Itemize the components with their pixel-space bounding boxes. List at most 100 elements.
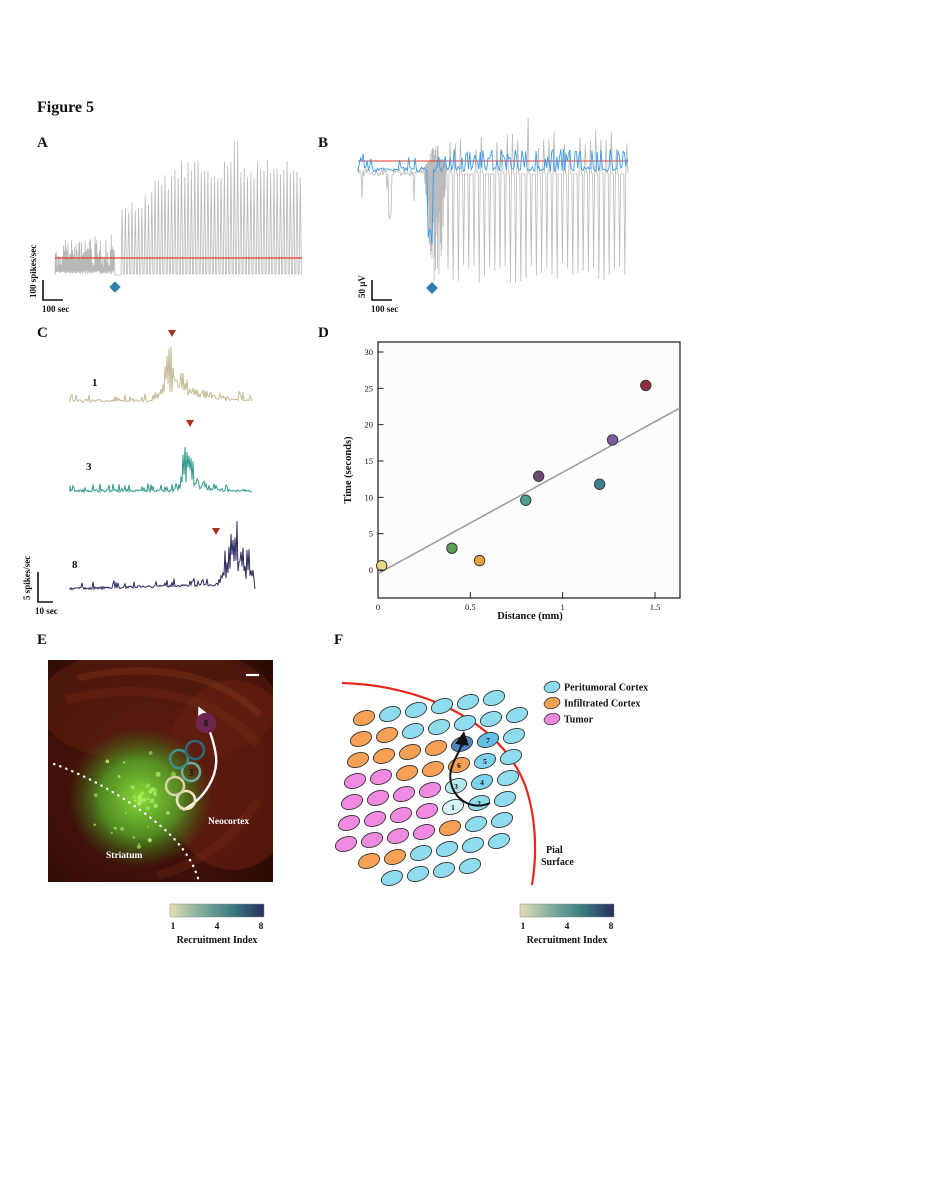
grid-cell	[424, 739, 448, 757]
circle-shape	[141, 783, 144, 785]
trace-number-8: 8	[72, 559, 78, 571]
figure-title: Figure 5	[37, 99, 95, 116]
circle-shape	[145, 783, 151, 789]
panelB-lfp-trace	[357, 117, 629, 284]
scatter-point-6	[593, 478, 606, 490]
panelC-trace-3	[69, 447, 253, 494]
legend-swatch-2	[543, 696, 561, 710]
circle-shape	[110, 831, 113, 835]
ring-number-3: 3	[189, 768, 194, 778]
panelB-trace-layer	[357, 117, 629, 294]
circle-shape	[153, 792, 157, 796]
circle-shape	[153, 803, 158, 809]
x-tick-label: 1	[561, 602, 565, 612]
grid-cell	[375, 726, 399, 744]
grid-cell-7	[476, 731, 500, 749]
panel-label-b: B	[318, 135, 329, 151]
grid-cell	[404, 701, 428, 719]
y-tick-label: 5	[369, 529, 373, 539]
onset-arrowhead-8	[212, 528, 220, 535]
panelA-trace-layer	[54, 140, 302, 293]
circle-shape	[117, 775, 121, 778]
grid-cell	[378, 705, 402, 723]
x-tick-label: 1.5	[650, 602, 661, 612]
panelB-unit-trace	[357, 148, 628, 245]
pial-surface-label-1: Pial	[546, 845, 563, 856]
circle-shape	[123, 761, 126, 764]
grid-cell	[337, 814, 361, 832]
circle-shape	[171, 771, 176, 777]
y-axis-label: Time (seconds)	[343, 436, 354, 504]
grid-cell	[432, 861, 456, 879]
panel-label-a: A	[37, 135, 48, 151]
fit-line	[377, 407, 681, 575]
grid-cell	[372, 747, 396, 765]
grid-cell	[369, 768, 393, 786]
panel-label-d: D	[318, 325, 329, 341]
grid-cell	[409, 844, 433, 862]
circle-shape	[138, 794, 142, 798]
panelA-spike-rate-plot: 100 sec 100 spikes/sec	[30, 140, 302, 314]
cell-number-4: 4	[480, 778, 484, 787]
grid-cell-2	[467, 794, 491, 812]
scatter-point-2	[446, 542, 458, 554]
panelD-scatter-plot: 0 5 10 15 20 25 30 0 0.5 1 1.5 Distance (mm) Time …	[343, 341, 681, 622]
panelD-data-layer: 0 5 10 15 20 25 30 0 0.5 1 1.5	[365, 347, 681, 612]
colorbar-tick-8: 8	[609, 922, 614, 932]
panelB-xscale-label: 100 sec	[371, 304, 398, 314]
grid-cell	[479, 710, 503, 728]
colorbar-tick-1: 1	[521, 922, 526, 932]
circle-shape	[141, 797, 146, 802]
path-shape	[64, 686, 262, 748]
path-shape	[156, 797, 262, 880]
x-tick-label: 0.5	[465, 602, 476, 612]
y-tick-label: 15	[365, 456, 374, 466]
colorbar-tick-4: 4	[565, 922, 570, 932]
panelA-trace	[54, 140, 302, 276]
legend-swatch-1	[543, 680, 561, 694]
grid-cell	[458, 857, 482, 875]
grid-cell-4	[470, 773, 494, 791]
colorbar-gradient	[519, 903, 615, 918]
recruitment-ring-1	[175, 789, 197, 811]
grid-cell	[453, 714, 477, 732]
scatter-point-3	[473, 554, 486, 567]
colorbar-tick-1: 1	[171, 922, 176, 932]
grid-cell	[438, 819, 462, 837]
panelC-unit-traces-plot: 1 3 8 10 sec 5 spikes/sec	[22, 330, 256, 616]
grid-cell	[502, 727, 526, 745]
recruitment-ring-6	[195, 712, 217, 734]
colorbar-label: Recruitment Index	[527, 935, 608, 946]
circle-shape	[145, 806, 150, 811]
neocortex-label: Neocortex	[208, 817, 249, 827]
onset-arrowhead-3	[186, 420, 194, 427]
panelD-plot-area	[377, 341, 681, 599]
grid-cell	[490, 811, 514, 829]
grid-cell	[435, 840, 459, 858]
circle-shape	[105, 759, 110, 764]
grid-cell	[456, 693, 480, 711]
grid-cell	[383, 848, 407, 866]
grid-cell	[461, 836, 485, 854]
striatum-boundary-dotted	[52, 762, 201, 882]
panelB-scalebar	[371, 280, 392, 301]
recruitment-ring-2	[164, 775, 186, 797]
grid-cell	[334, 835, 358, 853]
panelE-histology-image: 38 Neocortex Striatum	[48, 660, 273, 882]
y-tick-label: 25	[365, 383, 374, 393]
panelA-xscale-label: 100 sec	[42, 304, 69, 314]
cell-number-3: 3	[454, 782, 458, 791]
cell-number-1: 1	[451, 803, 455, 812]
cell-number-5: 5	[483, 757, 487, 766]
grid-cell	[421, 760, 445, 778]
pial-surface-line	[341, 681, 537, 886]
circle-shape	[136, 844, 141, 849]
grid-cell	[505, 706, 529, 724]
grid-cell	[392, 785, 416, 803]
trace-number-1: 1	[92, 377, 98, 389]
recruitment-ring-4	[168, 748, 190, 770]
grid-cell	[415, 802, 439, 820]
recruitment-ring-5	[184, 739, 206, 761]
grid-cell	[496, 769, 520, 787]
